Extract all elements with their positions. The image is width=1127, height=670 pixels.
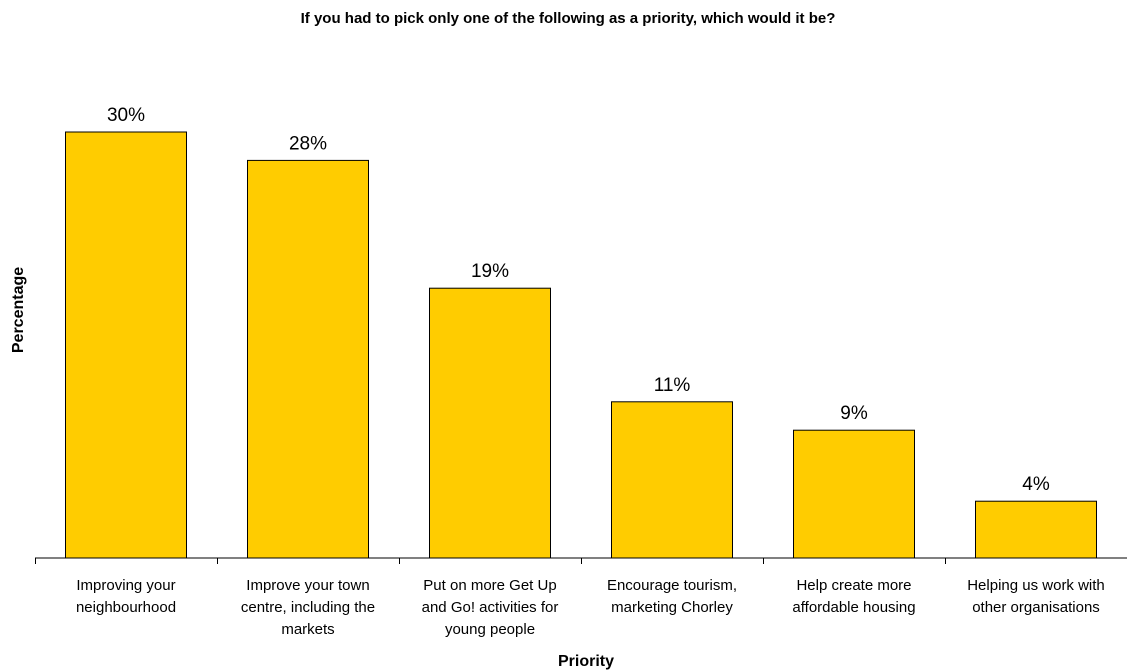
category-label-line: Help create more <box>796 577 911 594</box>
category-label: Improve your town centre, including the ma… <box>241 577 375 638</box>
data-labels-group: 30% 28% 19% 11% 9% 4% <box>107 105 1050 495</box>
category-label-line: other organisations <box>972 599 1100 616</box>
category-labels-group: Improving your neighbourhood Improve your … <box>76 577 1105 638</box>
category-label-line: Encourage tourism, <box>607 577 737 594</box>
data-label: 30% <box>107 105 145 126</box>
category-label: Helping us work with other organisations <box>967 577 1105 616</box>
bar <box>611 401 733 559</box>
data-label: 11% <box>654 375 691 396</box>
data-label: 4% <box>1022 474 1050 495</box>
category-label-line: young people <box>445 621 535 638</box>
category-label-line: Put on more Get Up <box>423 577 556 594</box>
category-label: Help create more affordable housing <box>792 577 915 616</box>
bar <box>429 287 551 559</box>
category-label-line: markets <box>281 621 334 638</box>
category-label-line: Improve your town <box>246 577 369 594</box>
bar <box>65 131 187 559</box>
data-label: 28% <box>289 133 327 154</box>
category-label-line: and Go! activities for <box>422 599 559 616</box>
bar <box>793 429 915 559</box>
category-label-line: centre, including the <box>241 599 375 616</box>
ticks-group <box>35 558 946 564</box>
category-label-line: neighbourhood <box>76 599 176 616</box>
y-axis-title: Percentage <box>10 267 27 353</box>
bar <box>975 500 1097 559</box>
chart-title: If you had to pick only one of the follo… <box>301 10 836 27</box>
category-label-line: Helping us work with <box>967 577 1105 594</box>
category-label: Encourage tourism, marketing Chorley <box>607 577 737 616</box>
bar <box>247 159 369 559</box>
category-label: Improving your neighbourhood <box>76 577 176 616</box>
category-label: Put on more Get Up and Go! activities for… <box>422 577 559 638</box>
x-axis-title: Priority <box>558 653 614 670</box>
data-label: 9% <box>840 403 868 424</box>
category-label-line: affordable housing <box>792 599 915 616</box>
data-label: 19% <box>471 261 509 282</box>
bars-group <box>65 131 1097 559</box>
category-label-line: marketing Chorley <box>611 599 733 616</box>
category-label-line: Improving your <box>76 577 175 594</box>
